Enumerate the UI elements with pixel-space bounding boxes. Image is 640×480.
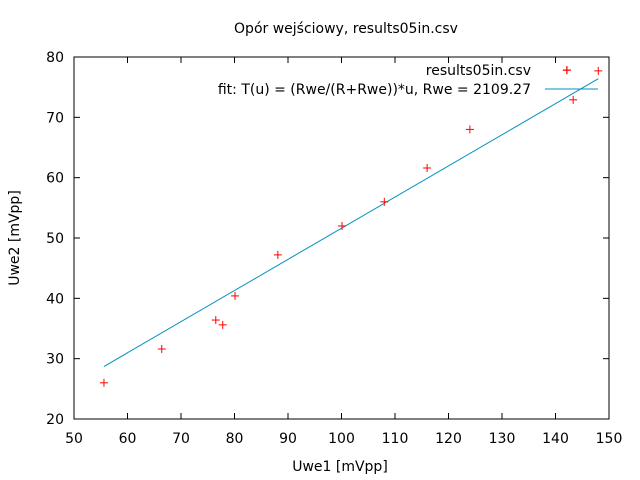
y-tick-label: 50 — [46, 231, 64, 247]
plot-area-frame — [73, 56, 610, 420]
legend-plus-marker — [563, 66, 571, 74]
y-axis-label: Uwe2 [mVpp] — [7, 190, 23, 286]
data-point — [218, 320, 227, 329]
data-series — [99, 66, 603, 387]
data-point — [338, 221, 347, 230]
fit-series — [103, 78, 599, 367]
data-point — [231, 291, 240, 300]
legend-label-data: results05in.csv — [426, 63, 531, 79]
y-tick-label: 40 — [46, 291, 64, 307]
x-tick-label: 100 — [328, 431, 355, 447]
y-tick-label: 80 — [46, 50, 64, 66]
fit-line — [103, 78, 599, 367]
data-point — [569, 95, 578, 104]
chart-title: Opór wejściowy, results05in.csv — [234, 21, 458, 37]
y-tick-label: 60 — [46, 171, 64, 187]
x-tick-label: 70 — [172, 431, 190, 447]
data-point — [157, 345, 166, 354]
data-point — [211, 316, 220, 325]
x-tick-label: 90 — [279, 431, 297, 447]
data-point — [380, 197, 389, 206]
data-point — [273, 250, 282, 259]
legend-marker-data — [563, 66, 571, 74]
data-point — [99, 378, 108, 387]
data-point — [423, 164, 432, 173]
x-tick-label: 140 — [542, 431, 569, 447]
x-axis-label: Uwe1 [mVpp] — [292, 459, 388, 475]
x-tick-label: 130 — [489, 431, 516, 447]
legend: results05in.csv fit: T(u) = (Rwe/(R+Rwe)… — [218, 63, 598, 98]
x-axis: 50 60 70 80 90 100 110 120 130 140 150 — [65, 57, 622, 447]
data-point — [594, 66, 603, 75]
x-tick-label: 80 — [226, 431, 244, 447]
y-tick-label: 20 — [46, 412, 64, 428]
x-tick-label: 50 — [65, 431, 83, 447]
y-tick-label: 70 — [46, 110, 64, 126]
x-tick-label: 60 — [119, 431, 137, 447]
y-tick-label: 30 — [46, 352, 64, 368]
x-tick-label: 120 — [435, 431, 462, 447]
legend-label-fit: fit: T(u) = (Rwe/(R+Rwe))*u, Rwe = 2109.… — [218, 82, 531, 98]
x-tick-label: 110 — [382, 431, 409, 447]
y-axis: 20 30 40 50 60 70 80 — [46, 50, 609, 428]
x-tick-label: 150 — [596, 431, 623, 447]
data-point — [465, 125, 474, 134]
